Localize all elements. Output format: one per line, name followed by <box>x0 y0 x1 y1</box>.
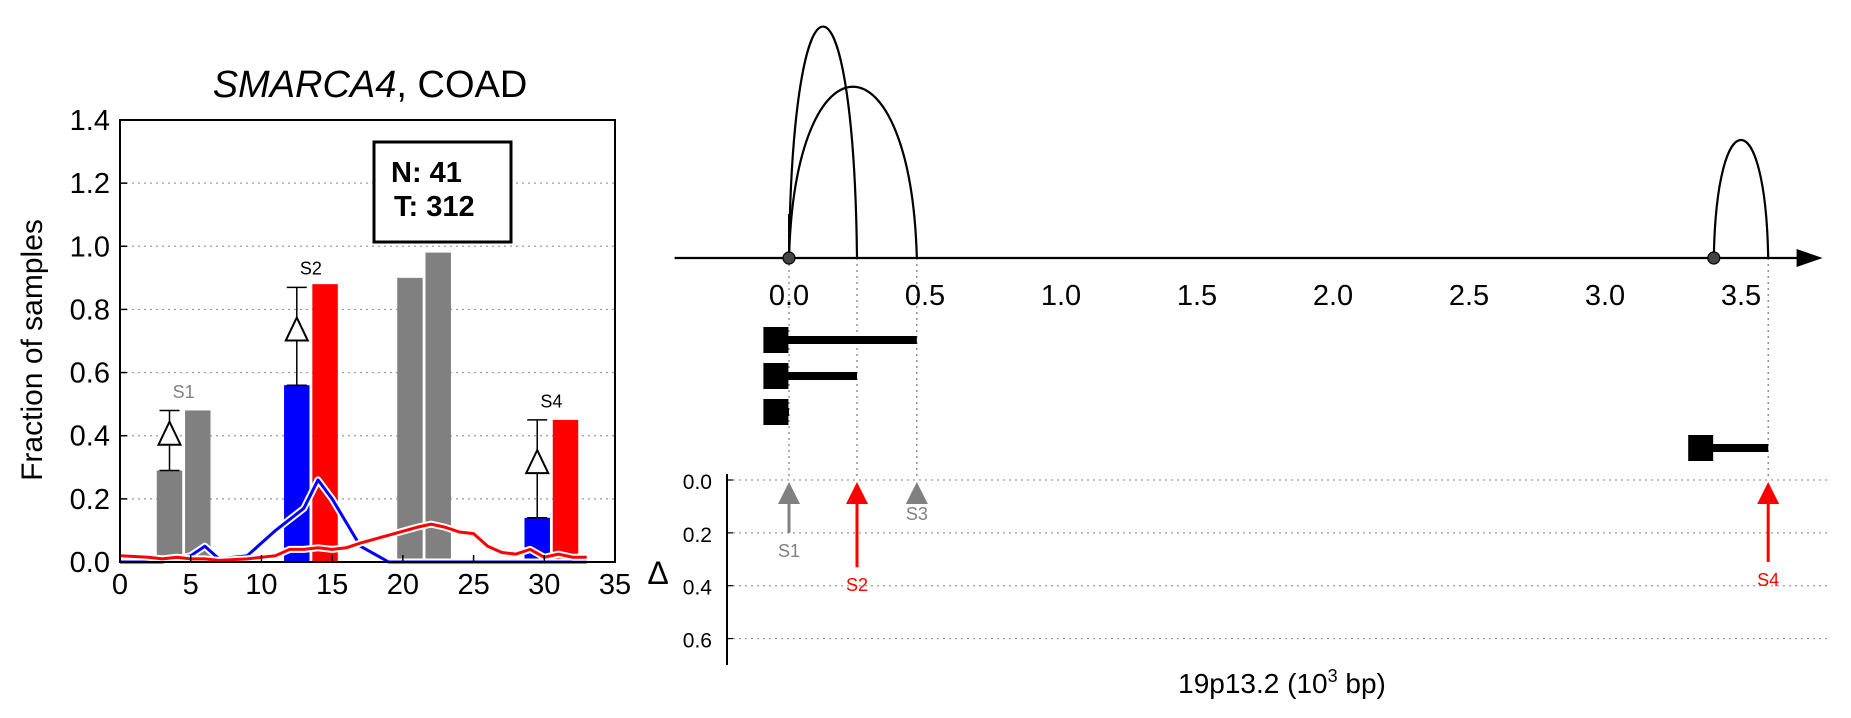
y-tick-label: 1.4 <box>70 105 110 137</box>
legend-box: N: 41 T: 312 <box>372 140 513 244</box>
bar <box>425 252 451 562</box>
site-arrows: S1 S2 S3 S4 <box>778 482 1779 595</box>
site-labels: S1 S2 S4 <box>173 259 563 412</box>
bar <box>397 277 423 562</box>
y-tick-label: 0.6 <box>70 358 110 390</box>
x-tick-label: 20 <box>387 569 419 601</box>
arc <box>787 25 859 259</box>
genome-tick-label: 3.0 <box>1585 280 1625 312</box>
anchor-point <box>782 251 796 265</box>
y-gridlines <box>120 182 615 500</box>
plot-frame <box>119 119 616 563</box>
site-label: S3 <box>906 504 928 524</box>
legend-tumor-count: T: 312 <box>394 191 475 223</box>
bar <box>185 410 211 562</box>
legend-frame <box>372 140 513 244</box>
x-axis-ticks: 0 5 10 15 20 25 30 35 <box>112 555 631 601</box>
y-tick-label: 0.4 <box>70 421 110 453</box>
y-tick-label: 0.8 <box>70 294 110 326</box>
bars <box>156 252 579 562</box>
delta-marker <box>284 315 310 342</box>
segment-block <box>763 363 789 389</box>
delta-tick-label: 0.4 <box>683 577 713 600</box>
chart-title-cohort: , COAD <box>396 64 527 106</box>
delta-marker <box>524 447 550 475</box>
site-arrow-head <box>778 482 800 504</box>
arc <box>787 85 918 259</box>
x-tick-label: 35 <box>599 569 631 601</box>
site-label: S1 <box>778 541 800 561</box>
genome-axis-label: 19p13.2 (103 bp) <box>1178 666 1386 699</box>
genome-tick-label: 1.5 <box>1177 280 1217 312</box>
segment-block <box>763 327 789 353</box>
segments <box>763 327 1769 461</box>
delta-tick-label: 0.2 <box>683 524 712 547</box>
site-label: S2 <box>300 259 322 279</box>
bar <box>156 470 183 562</box>
bar <box>312 284 338 562</box>
x-tick-label: 5 <box>183 569 199 601</box>
x-tick-label: 25 <box>457 569 489 601</box>
genomic-diagram: 0.0 0.5 1.0 1.5 2.0 2.5 3.0 3.5 0.0 0.2 0.4 0.6 S1… <box>647 25 1830 699</box>
delta-markers <box>156 315 550 475</box>
segment-block <box>1688 435 1714 461</box>
y-tick-label: 1.0 <box>70 231 110 263</box>
axis-arrowhead <box>1796 249 1823 267</box>
bar <box>284 385 310 562</box>
genome-tick-label: 2.0 <box>1313 280 1353 312</box>
series-line <box>119 522 587 562</box>
genome-axis-label-end: bp) <box>1338 668 1386 699</box>
y-axis-ticks: 0.0 0.2 0.4 0.6 0.8 1.0 1.2 1.4 <box>70 105 127 579</box>
delta-tick-label: 0.6 <box>683 630 712 653</box>
x-tick-label: 0 <box>112 569 128 601</box>
delta-ticks: 0.0 0.2 0.4 0.6 <box>683 471 733 653</box>
genome-axis-label-sup: 3 <box>1328 666 1338 686</box>
genome-tick-label: 2.5 <box>1449 280 1489 312</box>
arcs <box>787 25 1770 259</box>
y-tick-label: 0.0 <box>70 547 110 579</box>
x-tick-label: 15 <box>316 569 348 601</box>
y-tick-label: 1.2 <box>70 168 110 200</box>
legend-normal-count: N: 41 <box>391 157 462 189</box>
bar <box>552 419 579 562</box>
genome-tick-label: 0.0 <box>769 280 809 312</box>
site-arrow-head <box>1757 482 1780 504</box>
genome-tick-label: 3.5 <box>1721 280 1761 312</box>
x-tick-label: 30 <box>528 569 560 601</box>
error-bars <box>159 286 548 519</box>
genome-axis-label-main: 19p13.2 (10 <box>1178 668 1327 699</box>
site-label: S4 <box>540 391 562 411</box>
guide-lines <box>788 258 1769 480</box>
chart-title-gene: SMARCA4 <box>213 64 397 106</box>
anchor-points <box>782 251 1721 265</box>
site-arrow-head <box>905 482 928 504</box>
genome-ticks: 0.0 0.5 1.0 1.5 2.0 2.5 3.0 3.5 <box>769 280 1761 312</box>
segment-block <box>763 399 789 425</box>
site-label: S1 <box>173 382 195 402</box>
delta-marker <box>156 419 183 446</box>
delta-tick-label: 0.0 <box>683 471 712 494</box>
delta-axis-label: Δ <box>647 555 668 591</box>
x-tick-label: 10 <box>245 569 277 601</box>
site-label: S4 <box>1757 570 1779 590</box>
arc <box>1712 138 1770 259</box>
y-axis-label: Fraction of samples <box>16 219 49 481</box>
chart-title: SMARCA4, COAD <box>213 64 528 106</box>
site-label: S2 <box>846 575 868 595</box>
delta-gridlines <box>727 479 1830 640</box>
anchor-point <box>1707 251 1721 265</box>
bar-chart: S1 S2 S4 0 5 10 15 20 25 30 35 0.0 0.2 0.4 0.6 0.8 1.0… <box>16 64 631 601</box>
genome-tick-label: 0.5 <box>905 280 945 312</box>
genome-tick-label: 1.0 <box>1041 280 1081 312</box>
y-tick-label: 0.2 <box>70 484 110 516</box>
site-arrow-head <box>846 482 868 504</box>
